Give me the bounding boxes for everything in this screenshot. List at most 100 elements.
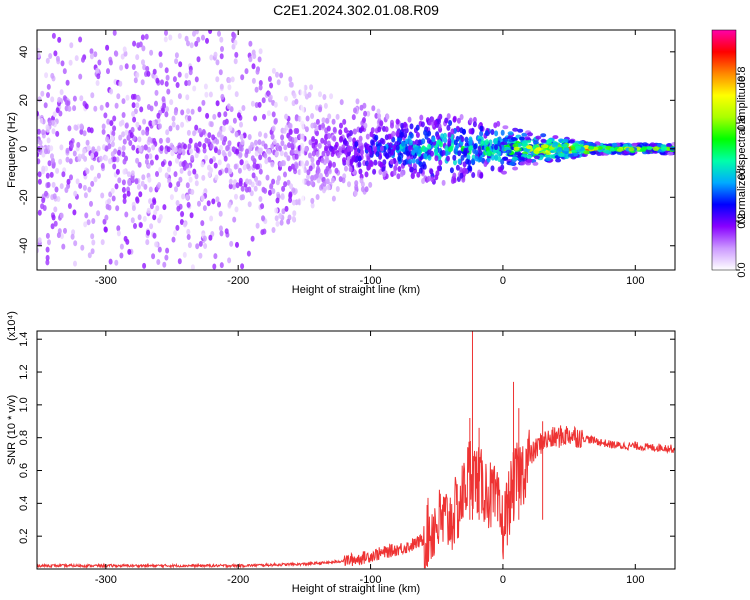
- spectrogram-cell: [116, 93, 121, 100]
- spectrogram-cell: [173, 109, 178, 116]
- spectrogram-cell: [326, 125, 331, 132]
- spectrogram-cell: [283, 171, 287, 178]
- spectrogram-cell: [291, 187, 296, 194]
- spectrogram-cell: [213, 51, 218, 58]
- spectrogram-cell: [130, 175, 135, 182]
- spectrogram-cell: [145, 129, 150, 136]
- colorbar-tick-label: 0.4: [736, 164, 748, 179]
- spectrogram-cell: [338, 146, 343, 153]
- spectrogram-cell: [112, 163, 117, 170]
- spectrogram-cell: [37, 171, 42, 178]
- spectrogram-cell: [427, 130, 432, 137]
- spectrogram-cell: [164, 30, 168, 36]
- spectrogram-cell: [234, 91, 239, 98]
- spectrogram-cell: [100, 239, 105, 246]
- spectrogram-cell: [234, 51, 239, 58]
- spectrogram-cell: [57, 96, 62, 103]
- spectrogram-cell: [61, 243, 66, 250]
- spectrogram-cell: [490, 165, 495, 172]
- spectrogram-cell: [37, 52, 41, 59]
- spectrogram-cell: [227, 150, 232, 157]
- spectrogram-cell: [270, 143, 275, 150]
- spectrogram-cell: [338, 176, 343, 183]
- spectrogram-cell: [161, 96, 166, 103]
- spectrogram-cell: [205, 37, 209, 44]
- spectrogram-cell: [282, 127, 287, 134]
- spectrogram-cell: [372, 168, 377, 175]
- spectrogram-cell: [395, 118, 400, 125]
- spectrogram-cell: [261, 215, 265, 222]
- spectrogram-cell: [305, 115, 310, 122]
- spectrogram-cell: [409, 132, 414, 139]
- spectrogram-cell: [78, 182, 83, 189]
- spectrogram-cell: [334, 167, 339, 174]
- spectrogram-cell: [417, 148, 421, 155]
- spectrogram-cell: [48, 53, 53, 59]
- spectrogram-cell: [344, 165, 348, 172]
- spectrogram-cell: [294, 98, 299, 105]
- spectrogram-cell: [342, 118, 347, 125]
- spectrogram-cell: [126, 171, 131, 178]
- spectrogram-cell: [89, 53, 94, 60]
- spectrogram-cell: [436, 134, 440, 140]
- spectrogram-cell: [479, 125, 484, 132]
- spectrogram-cell: [180, 121, 185, 128]
- spectrogram-cell: [568, 139, 575, 144]
- spectrogram-cell: [217, 159, 222, 166]
- spectrogram-cell: [235, 241, 239, 248]
- spectrogram-cell: [85, 139, 90, 146]
- spectrogram-cell: [279, 219, 284, 226]
- spectrogram-cell: [359, 144, 364, 151]
- spectrogram-cell: [94, 151, 99, 158]
- spectrogram-cell: [228, 125, 233, 132]
- spectrogram-cell: [64, 187, 69, 193]
- spectrogram-cell: [212, 113, 217, 120]
- spectrogram-cell: [444, 117, 449, 124]
- spectrogram-cell: [418, 167, 423, 174]
- spectrogram-cell: [215, 76, 220, 83]
- spectrogram-cell: [562, 138, 569, 143]
- spectrogram-cell: [280, 140, 285, 147]
- spectrogram-cell: [75, 178, 80, 185]
- spectrogram-cell: [332, 126, 337, 133]
- spectrogram-cell: [164, 172, 169, 179]
- spectrogram-cell: [107, 143, 112, 150]
- spectrogram-cell: [46, 181, 51, 188]
- spectrogram-cell: [308, 152, 312, 159]
- spectrogram-cell: [108, 191, 113, 198]
- spectrogram-cell: [310, 113, 315, 119]
- spectrogram-cell: [257, 180, 262, 187]
- spectrogram-cell: [583, 150, 590, 155]
- spectrogram-cell: [211, 134, 216, 141]
- spectrogram-cell: [89, 127, 94, 134]
- spectrogram-cell: [370, 139, 375, 146]
- y-tick-label: 0.4: [18, 496, 30, 511]
- spectrogram-cell: [128, 140, 133, 146]
- spectrogram-cell: [270, 161, 275, 168]
- spectrogram-cell: [144, 33, 149, 40]
- spectrogram-cell: [51, 214, 56, 221]
- spectrogram-cell: [148, 153, 153, 160]
- spectrogram-cell: [141, 129, 146, 136]
- spectrogram-cell: [104, 155, 109, 162]
- x-tick-label: -300: [95, 275, 117, 287]
- spectrogram-cell: [314, 138, 318, 145]
- spectrogram-cell: [146, 163, 151, 169]
- spectrogram-cell: [271, 67, 276, 74]
- spectrogram-cell: [206, 200, 211, 207]
- spectrogram-cell: [209, 158, 214, 165]
- spectrogram-cell: [479, 130, 484, 137]
- spectrogram-cell: [258, 196, 263, 202]
- spectrogram-cell: [186, 201, 191, 208]
- spectrogram-cell: [109, 120, 114, 127]
- spectrogram-cell: [162, 261, 167, 268]
- spectrogram-cell: [110, 141, 115, 148]
- spectrogram-cell: [457, 150, 462, 157]
- spectrogram-cell: [120, 53, 125, 60]
- spectrogram-cell: [208, 91, 213, 98]
- spectrogram-cell: [91, 218, 96, 224]
- spectrogram-cell: [281, 208, 286, 215]
- spectrogram-cell: [293, 136, 298, 143]
- spectrogram-cell: [355, 98, 360, 105]
- spectrogram-cell: [493, 122, 498, 129]
